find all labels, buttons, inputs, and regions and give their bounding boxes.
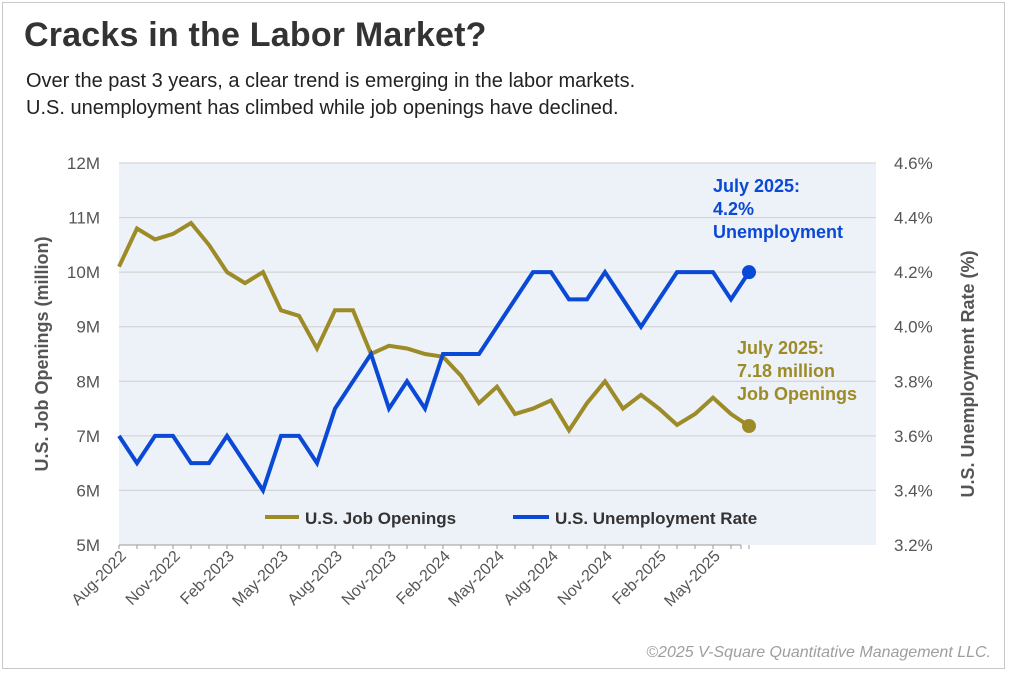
x-tick-label: Nov-2022: [123, 548, 184, 609]
left-tick-label: 7M: [76, 427, 100, 446]
annotation-unemployment: July 2025: 4.2% Unemployment: [713, 176, 843, 242]
annotation-job-openings-line-3: Job Openings: [737, 384, 857, 404]
subtitle-line-2: U.S. unemployment has climbed while job …: [26, 97, 619, 119]
legend-label-unemployment: U.S. Unemployment Rate: [555, 509, 757, 528]
x-axis: Aug-2022Nov-2022Feb-2023May-2023Aug-2023…: [69, 544, 750, 610]
x-tick-label: Feb-2023: [177, 548, 238, 609]
left-tick-label: 12M: [67, 154, 100, 173]
left-axis-ticks: 5M 6M 7M 8M 9M 10M 11M 12M: [67, 154, 100, 555]
page-title: Cracks in the Labor Market?: [24, 16, 487, 54]
x-tick-label: May-2023: [229, 548, 291, 610]
right-tick-label: 3.2%: [894, 536, 933, 555]
right-tick-label: 3.8%: [894, 372, 933, 391]
right-axis-ticks: 3.2% 3.4% 3.6% 3.8% 4.0% 4.2% 4.4% 4.6%: [894, 154, 933, 555]
left-tick-label: 11M: [68, 209, 100, 228]
annotation-job-openings-line-1: July 2025:: [737, 338, 824, 358]
right-tick-label: 3.4%: [894, 481, 933, 500]
series-layer: [117, 220, 756, 495]
x-tick-label: Feb-2025: [609, 548, 670, 609]
left-axis-label: U.S. Job Openings (million): [32, 236, 52, 471]
copyright-notice: ©2025 V-Square Quantitative Management L…: [646, 644, 991, 661]
x-tick-label: Aug-2023: [285, 548, 346, 609]
x-tick-label: Nov-2023: [339, 548, 400, 609]
right-tick-label: 4.6%: [894, 154, 933, 173]
annotation-job-openings-line-2: 7.18 million: [737, 361, 835, 381]
right-tick-label: 4.4%: [894, 209, 933, 228]
plot-area: [119, 163, 876, 545]
right-axis-label: U.S. Unemployment Rate (%): [958, 250, 978, 497]
left-tick-label: 8M: [76, 372, 100, 391]
job-openings-end-marker: [742, 419, 756, 434]
left-tick-label: 5M: [76, 536, 100, 555]
annotation-unemployment-line-1: July 2025:: [713, 176, 800, 196]
unemployment-line: [117, 268, 751, 495]
legend-label-job-openings: U.S. Job Openings: [305, 509, 456, 528]
right-tick-label: 4.0%: [894, 318, 933, 337]
left-tick-label: 9M: [76, 318, 100, 337]
x-tick-label: Nov-2024: [555, 548, 616, 609]
job-openings-line: [117, 220, 751, 435]
gridlines: [119, 162, 876, 491]
annotation-job-openings: July 2025: 7.18 million Job Openings: [737, 338, 857, 404]
annotation-unemployment-line-2: 4.2%: [713, 199, 754, 219]
x-tick-label: Feb-2024: [393, 548, 454, 609]
x-tick-label: May-2024: [445, 548, 507, 610]
left-tick-label: 10M: [67, 263, 100, 282]
annotations: July 2025: 4.2% Unemployment July 2025: …: [713, 176, 857, 404]
left-tick-label: 6M: [76, 481, 100, 500]
unemployment-end-marker: [742, 265, 756, 280]
annotation-unemployment-line-3: Unemployment: [713, 222, 843, 242]
x-tick-label: Aug-2024: [501, 548, 562, 609]
x-tick-label: May-2025: [661, 548, 723, 610]
right-tick-label: 4.2%: [894, 263, 933, 282]
right-tick-label: 3.6%: [894, 427, 933, 446]
subtitle: Over the past 3 years, a clear trend is …: [26, 68, 635, 122]
legend: U.S. Job Openings U.S. Unemployment Rate: [265, 509, 757, 528]
x-tick-label: Aug-2022: [69, 548, 130, 609]
subtitle-line-1: Over the past 3 years, a clear trend is …: [26, 70, 636, 92]
